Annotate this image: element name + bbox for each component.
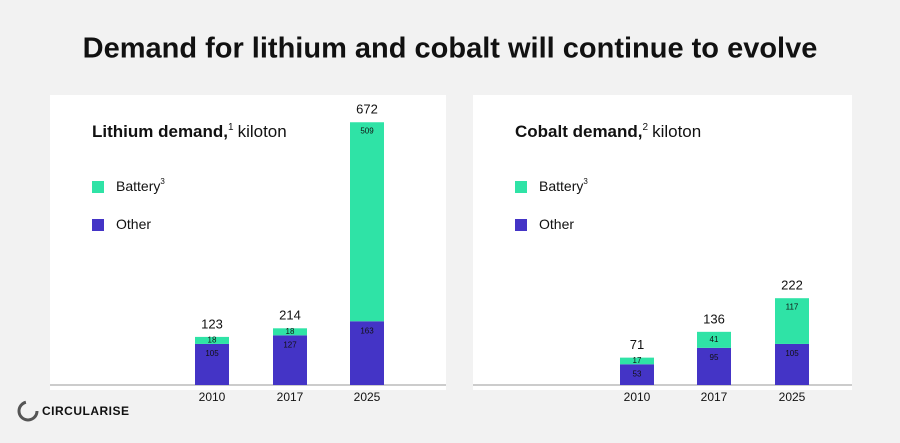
unit: kiloton: [238, 122, 287, 141]
legend-name: Other: [116, 216, 151, 232]
bar-segment: [697, 331, 731, 348]
legend-name: Battery: [116, 178, 160, 194]
value-label: 163: [360, 326, 374, 335]
bar-segment: [195, 343, 229, 385]
logo: CIRCULARISE: [42, 404, 130, 418]
legend-label: Battery3: [116, 177, 165, 194]
value-label: 105: [205, 349, 219, 358]
legend-name: Battery: [539, 178, 583, 194]
legend-swatch: [92, 219, 104, 231]
logo-icon: [17, 400, 39, 422]
value-label: 105: [785, 349, 799, 358]
bar-segment: [195, 336, 229, 344]
bar-segment: [350, 321, 384, 385]
legend-swatch: [515, 181, 527, 193]
value-label: 53: [633, 369, 642, 378]
title-text: Cobalt demand,: [515, 122, 643, 141]
value-label: 509: [360, 126, 374, 135]
legend-note: 3: [583, 177, 588, 186]
title-note: 2: [643, 122, 649, 133]
x-tick-label: 2010: [624, 390, 651, 404]
x-tick-label: 2025: [779, 390, 806, 404]
chart-title: Cobalt demand,2 kiloton: [515, 122, 701, 142]
value-label: 18: [286, 327, 295, 336]
value-label: 41: [710, 335, 719, 344]
x-tick-label: 2010: [199, 390, 226, 404]
total-label: 123: [201, 316, 223, 331]
legend-swatch: [92, 181, 104, 193]
value-label: 95: [710, 353, 719, 362]
total-label: 71: [630, 337, 644, 352]
bar-segment: [620, 364, 654, 385]
legend-label: Other: [116, 216, 151, 232]
legend-name: Other: [539, 216, 574, 232]
value-label: 18: [208, 336, 217, 345]
total-label: 222: [781, 278, 803, 293]
bar-segment: [697, 347, 731, 385]
x-tick-label: 2017: [277, 390, 304, 404]
total-label: 136: [703, 311, 725, 326]
page-title: Demand for lithium and cobalt will conti…: [83, 33, 818, 65]
bar-segment: [620, 357, 654, 365]
legend-swatch: [515, 219, 527, 231]
value-label: 17: [633, 356, 642, 365]
bar-segment: [273, 328, 307, 336]
x-tick-label: 2017: [701, 390, 728, 404]
legend-note: 3: [160, 177, 165, 186]
title-text: Lithium demand,: [92, 122, 228, 141]
unit: kiloton: [652, 122, 701, 141]
x-tick-label: 2025: [354, 390, 381, 404]
value-label: 127: [283, 340, 297, 349]
bar-segment: [775, 298, 809, 344]
total-label: 672: [356, 102, 378, 117]
legend-label: Other: [539, 216, 574, 232]
value-label: 117: [786, 302, 799, 311]
chart-title: Lithium demand,1 kiloton: [92, 122, 287, 142]
total-label: 214: [279, 308, 301, 323]
bar-segment: [775, 343, 809, 385]
bar-segment: [273, 335, 307, 385]
legend-label: Battery3: [539, 177, 588, 194]
bar-segment: [350, 122, 384, 322]
title-note: 1: [228, 122, 234, 133]
